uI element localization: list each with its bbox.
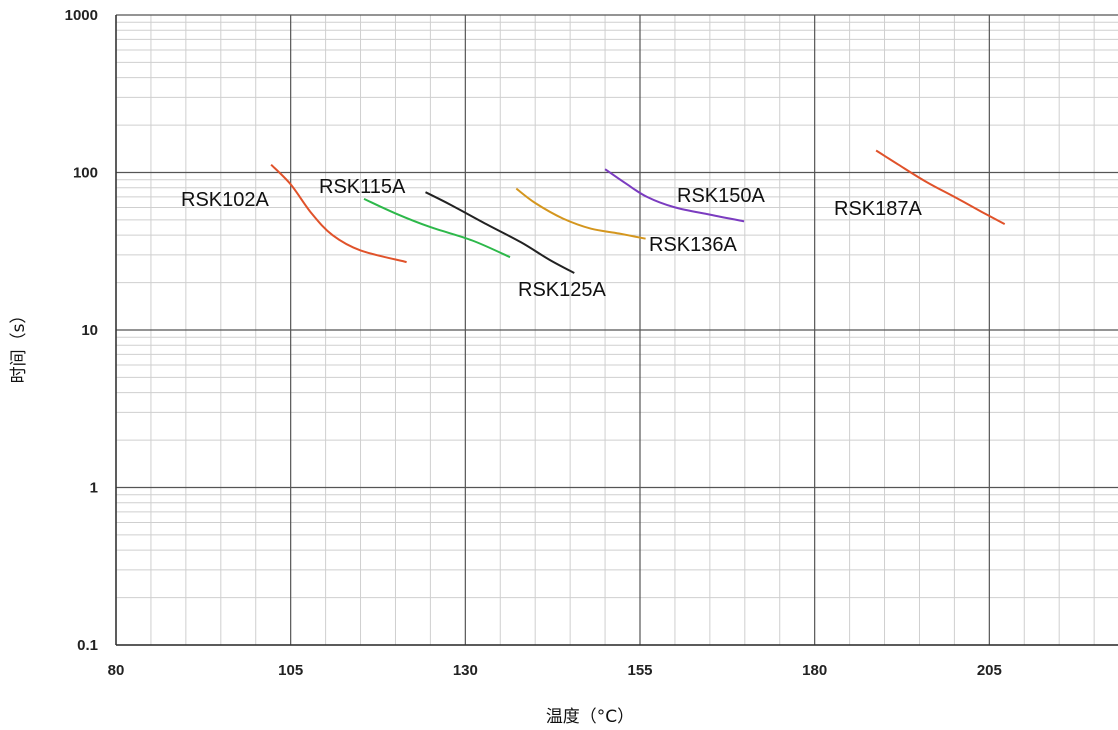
series-label-rsk136a: RSK136A <box>649 234 737 256</box>
series-line-rsk102a <box>270 163 407 264</box>
series-labels: RSK102A RSK115A RSK125A RSK136A RSK150A RSK18… <box>181 176 922 301</box>
x-tick-label: 205 <box>977 662 1002 679</box>
y-tick-label: 1 <box>90 480 98 497</box>
series-label-rsk187a: RSK187A <box>834 198 922 220</box>
x-tick-label: 105 <box>278 662 303 679</box>
series-label-rsk125a: RSK125A <box>518 279 606 301</box>
y-tick-labels: 0.1 1 10 100 1000 <box>65 7 98 654</box>
x-tick-label: 130 <box>453 662 478 679</box>
x-axis-label: 温度（°C） <box>546 707 634 727</box>
series-line-rsk136a <box>515 187 646 240</box>
series-line-rsk125a <box>425 191 575 274</box>
series-label-rsk150a: RSK150A <box>677 185 765 207</box>
y-tick-label: 1000 <box>65 7 98 24</box>
series-line-rsk187a <box>875 149 1006 225</box>
series-lines <box>270 149 1006 274</box>
y-tick-label: 10 <box>81 322 98 339</box>
y-tick-label: 0.1 <box>77 637 98 654</box>
x-tick-label: 80 <box>108 662 125 679</box>
x-tick-label: 180 <box>802 662 827 679</box>
series-label-rsk102a: RSK102A <box>181 189 269 211</box>
series-line-rsk150a <box>604 168 745 223</box>
series-label-rsk115a: RSK115A <box>319 176 406 198</box>
x-tick-label: 155 <box>627 662 652 679</box>
x-tick-labels: 80 105 130 155 180 205 <box>108 662 1002 679</box>
plot-frame <box>115 15 1118 646</box>
y-axis-label: 时间（s） <box>9 307 29 384</box>
series-line-rsk115a <box>363 197 511 259</box>
y-tick-label: 100 <box>73 165 98 182</box>
